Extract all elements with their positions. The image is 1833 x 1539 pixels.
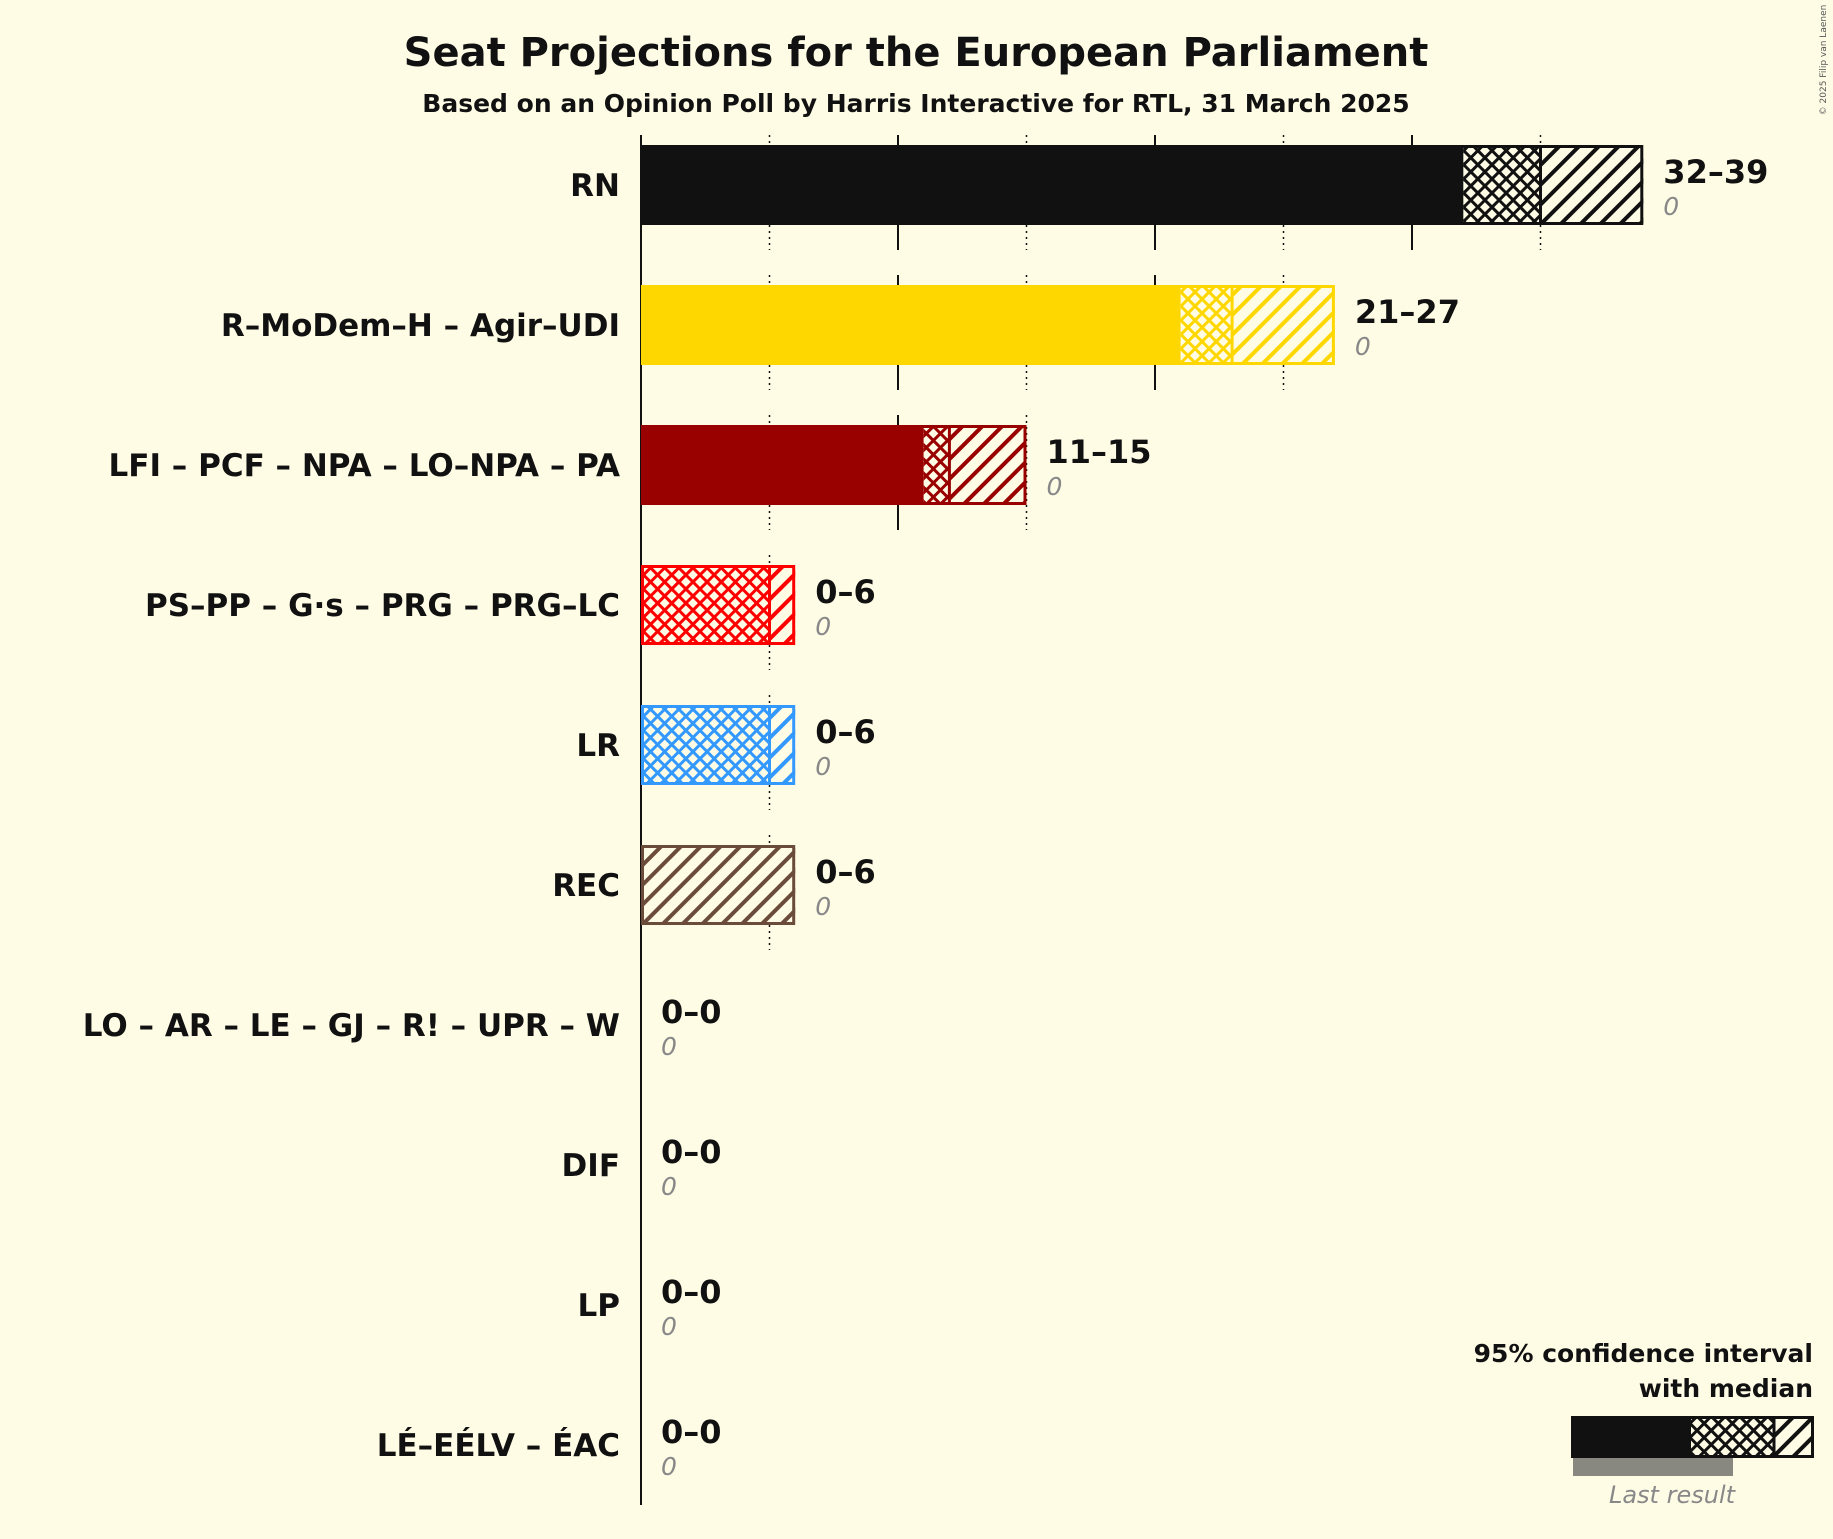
party-label: RN (570, 168, 620, 204)
bar-hatch-segment (1540, 145, 1644, 225)
bar-hatch-segment (641, 845, 796, 925)
bar-hatch-segment (949, 425, 1027, 505)
last-result-label: 0 (1047, 472, 1063, 501)
party-label: LÉ–EÉLV – ÉAC (377, 1428, 620, 1464)
party-bar (641, 425, 1027, 505)
party-label: LO – AR – LE – GJ – R! – UPR – W (83, 1008, 620, 1044)
range-label: 0–0 (661, 993, 722, 1031)
bar-solid-segment (641, 285, 1181, 365)
range-label: 0–6 (815, 573, 876, 611)
last-result-label: 0 (815, 612, 831, 641)
last-result-label: 0 (815, 752, 831, 781)
bar-outline (641, 845, 796, 925)
bar-solid-segment (641, 145, 1464, 225)
bar-hatch-segment (769, 565, 796, 645)
legend-outline (1571, 1416, 1814, 1458)
bar-crosshatch-segment (1180, 285, 1233, 365)
party-bar (641, 285, 1335, 365)
bar-outline (641, 425, 1027, 505)
legend-title-line1: 95% confidence interval (1474, 1339, 1813, 1368)
legend: 95% confidence interval with median Last r… (1474, 1339, 1814, 1509)
last-result-label: 0 (815, 892, 831, 921)
bar-hatch-segment (769, 705, 796, 785)
legend-title-line2: with median (1639, 1374, 1813, 1403)
party-bar (641, 705, 796, 785)
range-label: 0–0 (661, 1413, 722, 1451)
party-label: LFI – PCF – NPA – LO–NPA – PA (109, 448, 620, 484)
legend-last-result-label: Last result (1609, 1481, 1737, 1509)
last-result-label: 0 (1663, 192, 1679, 221)
range-label: 32–39 (1663, 153, 1768, 191)
bar-outline (641, 285, 1335, 365)
bar-outline (641, 565, 796, 645)
last-result-label: 0 (661, 1032, 677, 1061)
party-label: REC (552, 868, 620, 904)
last-result-label: 0 (661, 1172, 677, 1201)
range-label: 0–0 (661, 1133, 722, 1171)
last-result-label: 0 (661, 1452, 677, 1481)
legend-solid-segment (1571, 1416, 1691, 1458)
range-label: 0–6 (815, 853, 876, 891)
bar-hatch-segment (1232, 285, 1335, 365)
party-bar (641, 145, 1644, 225)
party-label: LR (576, 728, 620, 764)
legend-hatch-segment (1774, 1416, 1814, 1458)
bar-solid-segment (641, 425, 924, 505)
party-label: PS–PP – G·s – PRG – PRG–LC (145, 588, 620, 624)
bar-outline (641, 145, 1644, 225)
party-bar (641, 565, 796, 645)
range-label: 21–27 (1355, 293, 1460, 331)
range-label: 11–15 (1047, 433, 1152, 471)
party-label: DIF (562, 1148, 620, 1184)
party-label: LP (578, 1288, 620, 1324)
party-bar (641, 845, 796, 925)
range-label: 0–0 (661, 1273, 722, 1311)
legend-last-result-bar (1573, 1458, 1733, 1476)
chart-title: Seat Projections for the European Parlia… (404, 30, 1429, 76)
bar-crosshatch-segment (1463, 145, 1541, 225)
last-result-label: 0 (1355, 332, 1371, 361)
last-result-label: 0 (661, 1312, 677, 1341)
range-label: 0–6 (815, 713, 876, 751)
bar-crosshatch-segment (923, 425, 950, 505)
chart-subtitle: Based on an Opinion Poll by Harris Inter… (422, 89, 1409, 118)
bar-crosshatch-segment (641, 565, 770, 645)
legend-crosshatch-segment (1691, 1416, 1774, 1458)
party-label: R–MoDem–H – Agir–UDI (221, 308, 620, 344)
bar-crosshatch-segment (641, 705, 770, 785)
copyright-credit: © 2025 Filip van Laenen (1819, 5, 1829, 116)
bar-outline (641, 705, 796, 785)
